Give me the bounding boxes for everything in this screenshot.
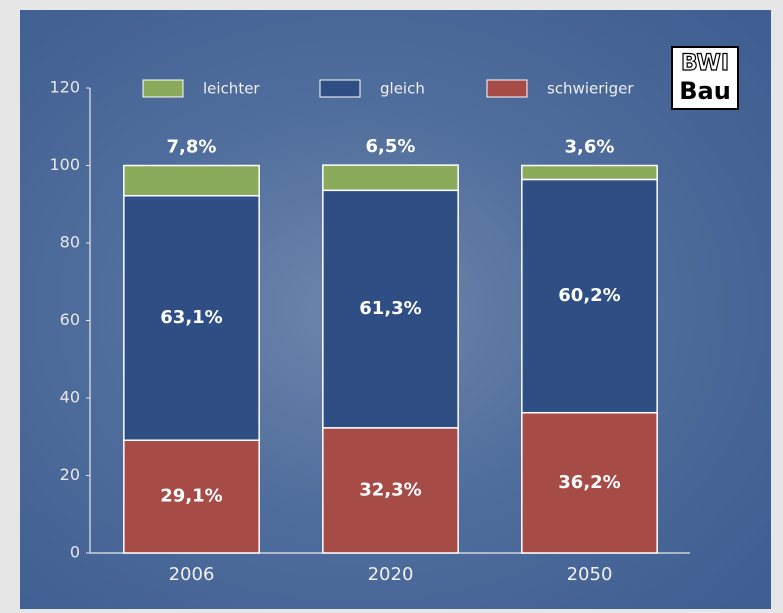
value-label: 29,1% [160, 486, 222, 507]
y-tick-label: 40 [60, 388, 80, 407]
y-tick-label: 20 [60, 465, 80, 484]
y-tick-label: 120 [49, 78, 80, 97]
y-tick-label: 60 [60, 310, 80, 329]
value-label: 63,1% [160, 307, 222, 328]
y-tick-label: 100 [49, 155, 80, 174]
value-label: 61,3% [359, 298, 421, 319]
logo-text: Bau [679, 77, 731, 105]
y-tick-label: 0 [70, 543, 80, 562]
value-label: 60,2% [558, 285, 620, 306]
x-tick-label: 2050 [567, 564, 613, 585]
logo-text: BWI [681, 51, 729, 76]
value-label: 6,5% [366, 136, 416, 157]
bar-segment [522, 166, 657, 180]
legend-label: leichter [203, 80, 260, 98]
bar-segment [323, 165, 458, 190]
logo: BWI Bau [672, 47, 738, 109]
legend-swatch [143, 80, 183, 97]
value-label: 32,3% [359, 479, 421, 500]
legend-swatch [487, 80, 527, 97]
chart: BWI Bau 0 20 40 60 80 100 120 leichter gleich sch… [0, 0, 783, 609]
x-tick-label: 2006 [169, 564, 215, 585]
value-label: 3,6% [565, 137, 615, 158]
value-label: 36,2% [558, 472, 620, 493]
legend-swatch [320, 80, 360, 97]
bar-segment [124, 166, 259, 196]
value-label: 7,8% [167, 137, 217, 158]
legend-label: schwieriger [547, 80, 634, 98]
legend-label: gleich [380, 80, 425, 98]
y-tick-label: 80 [60, 233, 80, 252]
x-tick-label: 2020 [368, 564, 414, 585]
